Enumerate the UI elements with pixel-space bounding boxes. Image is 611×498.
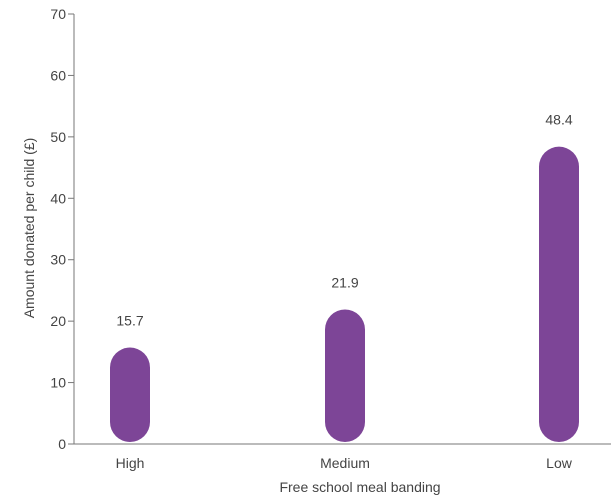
data-label-high: 15.7 — [116, 313, 143, 329]
data-labels-group: 15.7 21.9 48.4 — [116, 112, 572, 329]
y-tick-label: 0 — [58, 436, 66, 452]
y-tick-label: 40 — [50, 190, 66, 206]
data-label-low: 48.4 — [545, 112, 572, 128]
y-tick-label: 50 — [50, 129, 66, 145]
bar-low — [539, 146, 579, 442]
x-axis-labels: High Medium Low — [116, 455, 573, 471]
x-tick-label-high: High — [116, 455, 145, 471]
y-tick-label: 70 — [50, 6, 66, 22]
bars-group — [110, 146, 579, 442]
y-axis-title: Amount donated per child (£) — [21, 138, 37, 319]
x-tick-label-medium: Medium — [320, 455, 370, 471]
data-label-medium: 21.9 — [331, 274, 358, 290]
bar-high — [110, 347, 150, 442]
y-axis-ticks: 0 10 20 30 40 50 60 70 — [50, 6, 74, 452]
bar-medium — [325, 309, 365, 442]
y-tick-label: 20 — [50, 313, 66, 329]
y-tick-label: 10 — [50, 375, 66, 391]
x-tick-label-low: Low — [546, 455, 573, 471]
y-tick-label: 30 — [50, 252, 66, 268]
x-axis-title: Free school meal banding — [279, 479, 440, 495]
y-tick-label: 60 — [50, 67, 66, 83]
